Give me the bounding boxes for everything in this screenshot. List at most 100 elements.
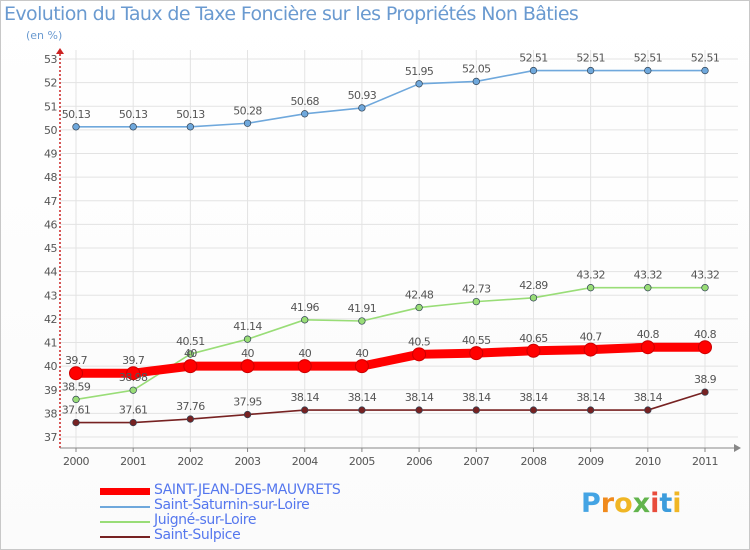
legend-label: Juigné-sur-Loire xyxy=(154,512,257,528)
data-label: 52.51 xyxy=(576,52,605,65)
x-tick-label: 2007 xyxy=(463,455,489,468)
data-label: 40 xyxy=(298,347,311,360)
y-tick-label: 45 xyxy=(44,242,57,255)
data-label: 40 xyxy=(241,347,254,360)
data-point xyxy=(412,347,427,362)
legend-swatch xyxy=(100,536,150,538)
data-label: 52.51 xyxy=(634,52,663,65)
data-point xyxy=(72,418,80,427)
y-tick-label: 39 xyxy=(44,384,57,397)
data-point xyxy=(72,123,80,131)
data-label: 38.14 xyxy=(576,391,605,404)
data-label: 40.51 xyxy=(176,335,205,348)
legend-item[interactable]: SAINT-JEAN-DES-MAUVRETS xyxy=(100,482,400,499)
data-point xyxy=(129,123,137,131)
data-label: 40.55 xyxy=(462,334,491,347)
logo-letter: i xyxy=(672,488,682,519)
data-point xyxy=(301,406,309,414)
data-point xyxy=(69,366,83,381)
data-point xyxy=(472,406,480,414)
data-label: 52.05 xyxy=(462,62,491,75)
legend-label: Saint-Sulpice xyxy=(154,527,241,543)
data-point xyxy=(472,297,480,306)
data-point xyxy=(701,284,709,292)
data-point xyxy=(358,317,366,325)
data-label: 38.9 xyxy=(694,373,717,386)
data-point xyxy=(701,66,709,75)
logo-letter: x xyxy=(632,488,651,519)
series-line xyxy=(75,69,706,128)
series-line xyxy=(75,286,706,401)
data-point xyxy=(358,104,366,112)
data-label: 40 xyxy=(356,347,369,360)
data-label: 37.61 xyxy=(119,404,148,417)
data-label: 50.13 xyxy=(176,108,205,121)
data-label: 42.73 xyxy=(462,283,491,296)
logo-letter: o xyxy=(614,488,633,519)
y-tick-label: 37 xyxy=(44,431,57,444)
y-tick-label: 42 xyxy=(44,313,57,326)
data-point xyxy=(529,294,538,302)
data-label: 39.7 xyxy=(122,354,145,367)
data-point xyxy=(186,415,195,423)
x-tick-label: 2006 xyxy=(406,455,432,468)
data-point xyxy=(301,110,309,118)
data-point xyxy=(354,359,369,374)
y-tick-label: 51 xyxy=(44,100,57,113)
data-point xyxy=(526,343,541,358)
data-label: 38.14 xyxy=(462,391,491,404)
series-group xyxy=(69,66,712,427)
data-label: 52.51 xyxy=(691,52,720,65)
x-tick-label: 2001 xyxy=(120,455,146,468)
data-label: 43.32 xyxy=(576,269,605,282)
data-point xyxy=(472,77,480,86)
legend-item[interactable]: Saint-Sulpice xyxy=(100,527,400,544)
data-labels: 39.7 39.7 40 40 40 40 40.5 40.55 40.65 40.7 40.8 40… xyxy=(62,52,720,417)
legend-swatch xyxy=(100,521,150,523)
y-tick-label: 41 xyxy=(44,337,57,350)
axes: 37 38 39 40 41 42 43 44 45 46 47 48 49 50 51 52 53 2000 20… xyxy=(44,48,741,468)
data-label: 40.7 xyxy=(580,331,603,344)
data-label: 40.65 xyxy=(519,332,548,345)
y-axis-arrow xyxy=(56,48,64,54)
y-tick-label: 49 xyxy=(44,148,57,161)
data-label: 42.89 xyxy=(519,279,548,292)
y-tick-label: 43 xyxy=(44,289,57,302)
data-label: 37.76 xyxy=(176,400,205,413)
data-label: 40.5 xyxy=(408,335,431,348)
data-label: 43.32 xyxy=(691,269,720,282)
data-point xyxy=(126,366,141,381)
y-tick-label: 50 xyxy=(44,124,57,137)
data-label: 41.91 xyxy=(348,302,377,315)
data-label: 40.8 xyxy=(637,328,660,341)
data-point xyxy=(644,406,652,414)
data-label: 41.14 xyxy=(233,320,262,333)
logo-letter: P xyxy=(581,488,601,519)
data-point xyxy=(698,340,712,355)
series-line xyxy=(75,391,706,424)
data-point xyxy=(129,418,137,427)
x-tick-label: 2008 xyxy=(520,455,546,468)
logo-letter: t xyxy=(659,488,673,519)
data-label: 41.96 xyxy=(290,301,319,314)
y-tick-label: 44 xyxy=(44,266,57,279)
data-point xyxy=(297,359,312,374)
data-label: 39.7 xyxy=(65,354,88,367)
data-point xyxy=(243,119,252,127)
data-label: 37.61 xyxy=(62,404,91,417)
data-label: 50.93 xyxy=(348,89,377,102)
legend-swatch xyxy=(100,488,150,495)
legend-item[interactable]: Saint-Saturnin-sur-Loire xyxy=(100,497,400,514)
data-point xyxy=(415,80,423,88)
legend-item[interactable]: Juigné-sur-Loire xyxy=(100,512,400,529)
y-tick-label: 40 xyxy=(44,360,57,373)
logo-letter: r xyxy=(600,488,615,519)
data-point xyxy=(186,350,195,358)
data-point xyxy=(586,66,595,75)
data-label: 50.13 xyxy=(119,108,148,121)
data-label: 43.32 xyxy=(634,269,663,282)
data-label: 38.14 xyxy=(405,391,434,404)
y-tick-label: 52 xyxy=(44,77,57,90)
logo-letter: i xyxy=(650,488,660,519)
data-point xyxy=(640,340,655,355)
